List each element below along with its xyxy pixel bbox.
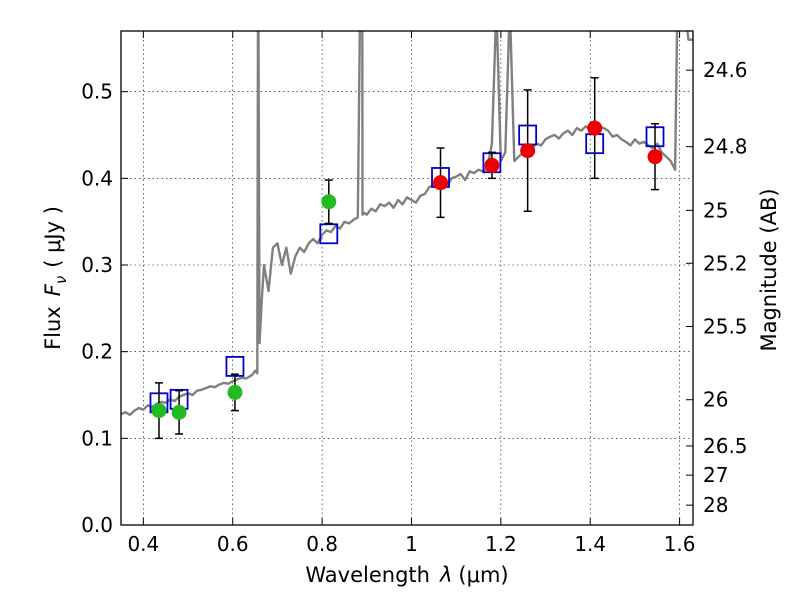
right-axis-label: Magnitude (AB) (757, 188, 781, 351)
y-tick-label: 0.1 (81, 426, 113, 450)
x-tick-label: 0.4 (127, 532, 159, 556)
y-tick-label: 0.0 (81, 513, 113, 537)
x-axis-label: Wavelength λ (μm) (305, 563, 508, 587)
nir-data-point (647, 149, 663, 165)
grid-lines (121, 31, 693, 525)
mag-tick-label: 24.6 (703, 58, 748, 82)
y-tick-label: 0.2 (81, 340, 113, 364)
mag-tick-label: 25.5 (703, 314, 748, 338)
nir-data-point (433, 175, 449, 191)
x-tick-label: 1.6 (664, 532, 696, 556)
nir-data-point (587, 120, 603, 136)
y-axis-label: FluxFν( μJy ) (41, 206, 70, 350)
model-square-marker (319, 223, 339, 245)
y-tick-label: 0.3 (81, 253, 113, 277)
optical-data-point (227, 384, 243, 400)
plot-frame (120, 30, 694, 526)
mag-tick-label: 26.5 (703, 434, 748, 458)
optical-data-point (321, 194, 337, 210)
mag-tick-label: 28 (703, 493, 728, 517)
plot-area (121, 31, 693, 440)
x-tick-label: 0.8 (306, 532, 338, 556)
mag-tick-label: 26 (703, 388, 728, 412)
mag-tick-label: 24.8 (703, 135, 748, 159)
y-tick-label: 0.4 (81, 166, 113, 190)
x-tick-label: 1.4 (574, 532, 606, 556)
nir-data-point (484, 157, 500, 173)
spectrum-line (121, 31, 693, 417)
x-tick-label: 0.6 (217, 532, 249, 556)
x-tick-label: 1.2 (485, 532, 517, 556)
model-square-marker (225, 355, 245, 377)
optical-data-point (171, 404, 187, 420)
mag-tick-label: 27 (703, 463, 728, 487)
optical-data-point (151, 403, 167, 419)
axis-ticks: 0.4 0.6 0.8 1 1.2 1.4 1.6 0.0 0.1 0.2 0.3 0.4 0.5 24.… (81, 31, 748, 556)
mag-tick-label: 25.2 (703, 251, 748, 275)
nir-data-point (520, 143, 536, 159)
mag-tick-label: 25 (703, 198, 728, 222)
x-tick-label: 1 (405, 532, 418, 556)
y-tick-label: 0.5 (81, 80, 113, 104)
